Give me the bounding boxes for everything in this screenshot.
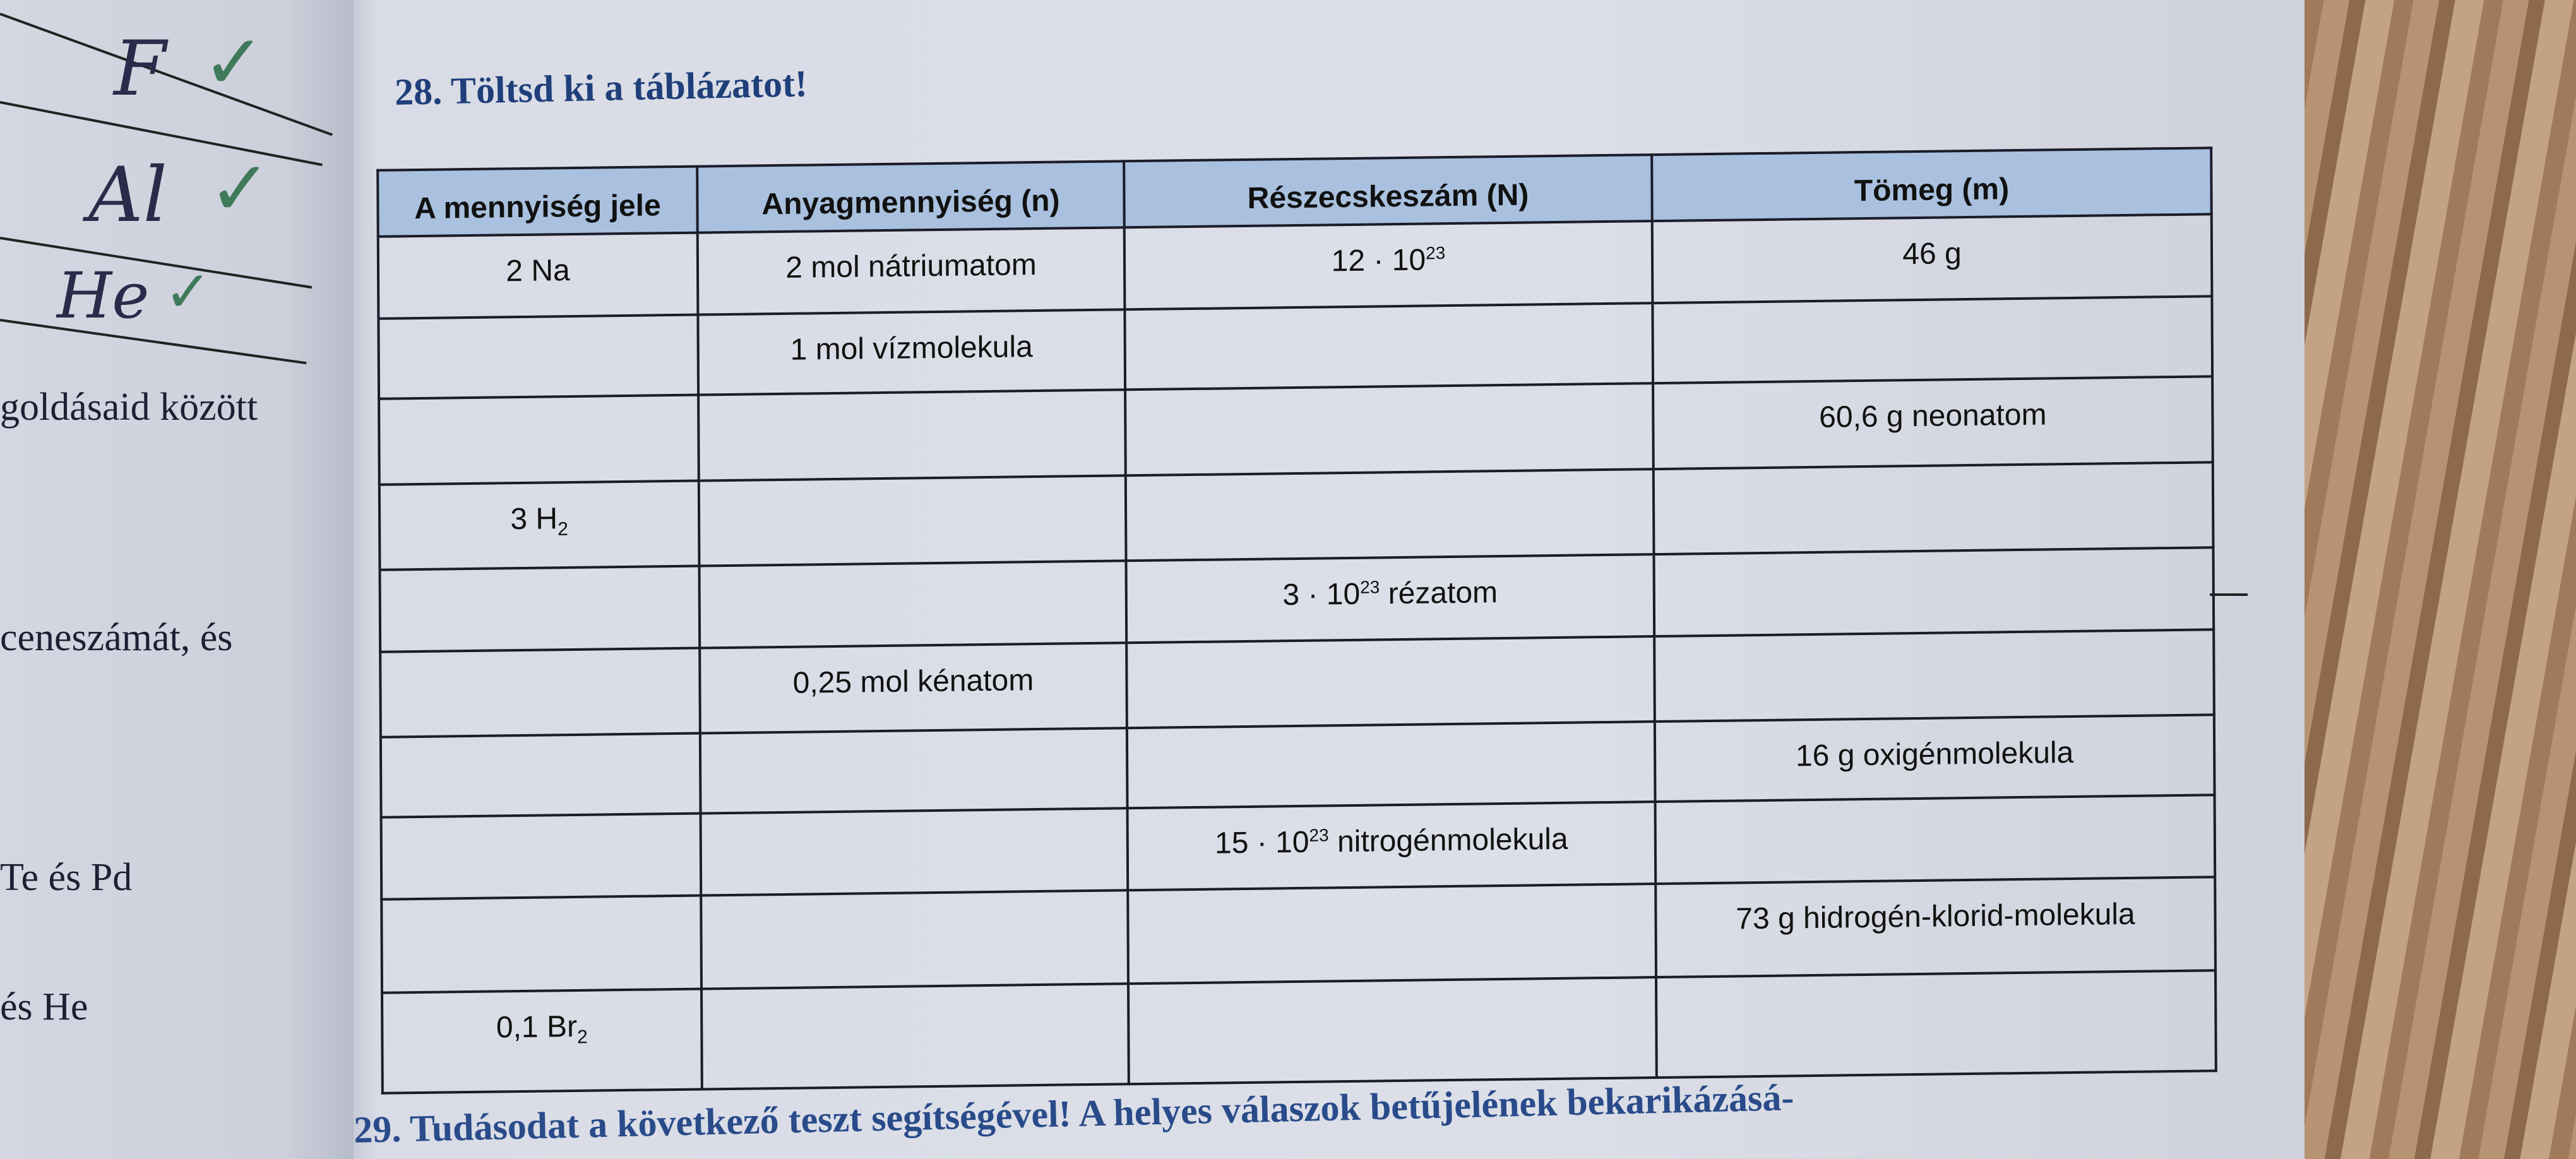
- exponent: 23: [1360, 577, 1380, 597]
- table-cell: 46 g: [1652, 214, 2212, 304]
- cell-text: 1 mol vízmolekula: [790, 330, 1033, 367]
- empty-answer-cell[interactable]: [1128, 977, 1657, 1085]
- table-cell: 0,1 Br2: [382, 989, 702, 1093]
- empty-answer-cell[interactable]: [1124, 303, 1654, 390]
- empty-answer-cell[interactable]: [700, 728, 1128, 814]
- empty-answer-cell[interactable]: [699, 561, 1127, 648]
- empty-answer-cell[interactable]: [700, 808, 1128, 896]
- table-cell: 1 mol vízmolekula: [698, 309, 1126, 395]
- column-header: A mennyiség jele: [378, 166, 698, 237]
- cell-text: 12 · 10: [1331, 243, 1426, 278]
- empty-answer-cell[interactable]: [381, 895, 702, 993]
- empty-answer-cell[interactable]: [1654, 547, 2214, 637]
- table-cell: 73 g hidrogén-klorid-molekula: [1655, 877, 2215, 978]
- pencil-mark: [2210, 593, 2248, 596]
- divider: [0, 13, 333, 136]
- table-cell: 60,6 g neonatom: [1653, 376, 2213, 470]
- divider: [0, 319, 307, 365]
- column-header: Anyagmennyiség (n): [697, 161, 1124, 233]
- table-cell: 2 mol nátriumatom: [697, 227, 1125, 315]
- empty-answer-cell[interactable]: [380, 733, 701, 817]
- handwritten-answer: F: [114, 25, 167, 113]
- empty-answer-cell[interactable]: [381, 813, 701, 900]
- cell-text: 73 g hidrogén-klorid-molekula: [1736, 897, 2135, 936]
- check-icon: ✓: [208, 145, 272, 233]
- empty-answer-cell[interactable]: [1125, 469, 1654, 561]
- empty-answer-cell[interactable]: [1655, 795, 2215, 884]
- table-cell: 12 · 1023: [1124, 221, 1653, 310]
- exponent: 23: [1309, 825, 1329, 845]
- empty-answer-cell[interactable]: [701, 984, 1129, 1090]
- column-header: Tömeg (m): [1652, 148, 2212, 222]
- text-fragment: ceneszámát, és: [0, 616, 233, 659]
- divider: [0, 237, 313, 289]
- cell-text: 2 mol nátriumatom: [785, 248, 1037, 285]
- empty-answer-cell[interactable]: [701, 890, 1128, 989]
- column-header: Részecskeszám (N): [1124, 155, 1652, 228]
- cell-text: 0,1 Br: [496, 1009, 578, 1045]
- empty-answer-cell[interactable]: [378, 314, 699, 399]
- cell-text: 60,6 g neonatom: [1819, 398, 2047, 434]
- table-row: 0,1 Br2: [382, 970, 2216, 1093]
- table-cell: 16 g oxigénmolekula: [1654, 715, 2215, 802]
- empty-answer-cell[interactable]: [1126, 636, 1655, 728]
- table-cell: 3 H2: [379, 480, 700, 570]
- text-fragment: és He: [0, 985, 88, 1028]
- table-cell: 15 · 1023 nitrogénmolekula: [1127, 802, 1656, 891]
- empty-answer-cell[interactable]: [1653, 462, 2214, 555]
- table-cell: 3 · 1023 rézatom: [1126, 554, 1655, 643]
- subscript: 2: [558, 518, 568, 540]
- cell-text: 3 H: [510, 502, 558, 537]
- handwritten-answer: Al: [88, 152, 168, 239]
- exponent: 23: [1426, 243, 1446, 263]
- cell-text: 2 Na: [506, 254, 570, 288]
- empty-answer-cell[interactable]: [1652, 296, 2213, 384]
- cell-text: 15 · 10: [1214, 825, 1309, 860]
- empty-answer-cell[interactable]: [698, 475, 1126, 566]
- empty-answer-cell[interactable]: [1126, 722, 1655, 809]
- cell-text: 0,25 mol kénatom: [792, 663, 1034, 700]
- handwritten-answer: He: [57, 259, 150, 333]
- empty-answer-cell[interactable]: [1654, 629, 2214, 722]
- text-fragment: Te és Pd: [0, 856, 133, 899]
- empty-answer-cell[interactable]: [1655, 970, 2216, 1078]
- empty-answer-cell[interactable]: [379, 395, 699, 485]
- cell-text: 16 g oxigénmolekula: [1795, 735, 2074, 773]
- text-fragment: goldásaid között: [0, 386, 258, 429]
- cell-text: 46 g: [1902, 237, 1962, 271]
- table-cell: 0,25 mol kénatom: [700, 643, 1127, 734]
- empty-answer-cell[interactable]: [380, 648, 700, 737]
- check-icon: ✓: [164, 259, 212, 325]
- cell-text: 3 · 10: [1282, 577, 1361, 612]
- table-cell: 2 Na: [378, 232, 698, 319]
- wooden-table-background: [2305, 0, 2576, 1159]
- empty-answer-cell[interactable]: [698, 389, 1126, 481]
- check-icon: ✓: [202, 19, 266, 107]
- empty-answer-cell[interactable]: [1128, 884, 1656, 984]
- subscript: 2: [576, 1026, 588, 1048]
- left-page: F ✓ Al ✓ He ✓ goldásaid között ceneszámá…: [0, 0, 354, 1159]
- exercise-title: 28. Töltsd ki a táblázatot!: [394, 62, 808, 113]
- cell-text: nitrogénmolekula: [1328, 822, 1568, 859]
- fill-in-table: A mennyiség jele Anyagmennyiség (n) Részec…: [376, 146, 2217, 1094]
- empty-answer-cell[interactable]: [379, 566, 700, 652]
- cell-text: rézatom: [1380, 576, 1498, 611]
- empty-answer-cell[interactable]: [1125, 383, 1654, 476]
